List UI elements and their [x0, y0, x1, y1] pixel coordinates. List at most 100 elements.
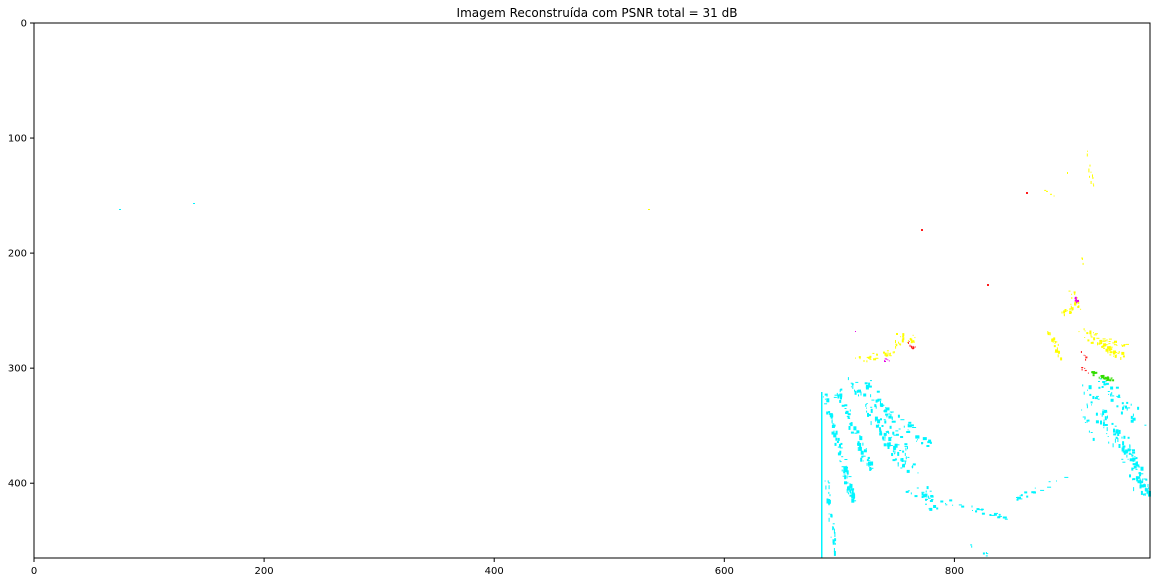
pixel-mark: [851, 489, 854, 494]
pixel-mark: [849, 422, 852, 425]
pixel-mark: [929, 490, 932, 492]
pixel-mark: [1100, 375, 1103, 377]
pixel-mark: [850, 486, 852, 491]
pixel-mark: [1018, 498, 1023, 500]
pixel-mark: [952, 504, 954, 506]
pixel-mark: [844, 459, 848, 460]
pixel-mark: [891, 420, 896, 423]
pixel-mark: [1123, 435, 1126, 439]
pixel-mark: [850, 489, 851, 493]
pixel-mark: [1109, 379, 1111, 381]
pixel-mark: [1111, 395, 1115, 397]
pixel-mark: [1091, 404, 1092, 406]
pixel-mark: [864, 382, 868, 385]
pixel-mark: [1136, 477, 1140, 479]
pixel-mark: [894, 458, 897, 461]
pixel-mark: [1113, 428, 1115, 433]
pixel-mark: [1129, 458, 1133, 462]
pixel-mark: [1026, 192, 1028, 194]
pixel-mark: [1082, 384, 1084, 387]
pixel-mark: [1113, 433, 1117, 436]
pixel-mark: [855, 381, 859, 383]
x-tick-label: 200: [255, 566, 274, 577]
pixel-mark: [887, 442, 891, 447]
pixel-mark: [912, 463, 916, 466]
pixel-mark: [1121, 344, 1123, 346]
pixel-mark: [902, 337, 905, 341]
pixel-mark: [900, 336, 902, 338]
pixel-mark: [1129, 444, 1131, 448]
pixel-mark: [1114, 438, 1116, 443]
pixel-mark: [982, 552, 985, 555]
pixel-mark: [839, 447, 843, 449]
pixel-mark: [833, 435, 837, 437]
pixel-mark: [849, 486, 851, 490]
pixel-mark: [841, 466, 844, 468]
pixel-mark: [862, 442, 864, 446]
pixel-mark: [926, 445, 930, 447]
pixel-mark: [985, 552, 987, 554]
pixel-mark: [1118, 432, 1119, 435]
pixel-mark: [1084, 416, 1086, 420]
pixel-mark: [1093, 332, 1094, 334]
pixel-mark: [898, 428, 901, 430]
pixel-mark: [1110, 386, 1114, 390]
pixel-mark: [901, 458, 904, 462]
pixel-mark: [883, 432, 887, 436]
pixel-mark: [857, 442, 861, 446]
pixel-mark: [888, 448, 890, 449]
pixel-mark: [1102, 409, 1105, 411]
pixel-mark: [1061, 311, 1063, 314]
pixel-mark: [999, 514, 1001, 516]
pixel-mark: [1121, 402, 1124, 405]
pixel-mark: [1109, 351, 1113, 354]
pixel-mark: [1144, 493, 1146, 496]
pixel-mark: [1103, 343, 1107, 347]
pixel-mark: [1089, 175, 1090, 178]
pixel-mark: [1092, 174, 1093, 178]
pixel-mark: [910, 492, 912, 495]
pixel-mark: [878, 424, 880, 427]
pixel-mark: [839, 389, 841, 393]
pixel-mark: [851, 498, 855, 503]
pixel-mark: [868, 414, 871, 417]
pixel-mark: [1088, 168, 1090, 171]
pixel-mark: [1097, 342, 1098, 346]
pixel-mark: [889, 445, 893, 446]
pixel-mark: [1063, 310, 1066, 314]
pixel-mark: [1114, 354, 1117, 358]
pixel-mark: [822, 396, 824, 398]
pixel-mark: [1078, 331, 1080, 333]
pixel-mark: [854, 390, 857, 395]
pixel-mark: [836, 392, 838, 395]
pixel-mark: [863, 449, 867, 453]
pixel-mark: [1090, 181, 1092, 184]
pixel-mark: [1058, 350, 1060, 354]
pixel-mark: [1067, 172, 1068, 174]
pixel-mark: [866, 356, 870, 358]
x-tick-label: 800: [945, 566, 964, 577]
pixel-mark: [832, 526, 834, 531]
pixel-mark: [933, 505, 937, 508]
pixel-mark: [922, 437, 927, 441]
pixel-mark: [826, 498, 829, 504]
plot-area: [33, 22, 1151, 559]
pixel-mark: [1087, 389, 1088, 391]
pixel-mark: [1087, 372, 1089, 374]
pixel-mark: [1139, 484, 1142, 489]
pixel-mark: [884, 361, 886, 362]
pixel-mark: [916, 487, 919, 489]
pixel-mark: [1100, 341, 1103, 345]
pixel-mark: [906, 431, 911, 433]
y-tick-label: 200: [8, 249, 27, 260]
pixel-mark: [1089, 330, 1092, 334]
pixel-mark: [1092, 183, 1094, 185]
pixel-mark: [1126, 401, 1129, 404]
pixel-mark: [889, 425, 892, 429]
pixel-mark: [1140, 490, 1143, 495]
pixel-mark: [1082, 262, 1084, 265]
pixel-mark: [908, 340, 910, 342]
pixel-mark: [1122, 355, 1125, 358]
pixel-mark: [1075, 297, 1078, 299]
x-axis: 0 200 400 600 800: [31, 558, 964, 577]
